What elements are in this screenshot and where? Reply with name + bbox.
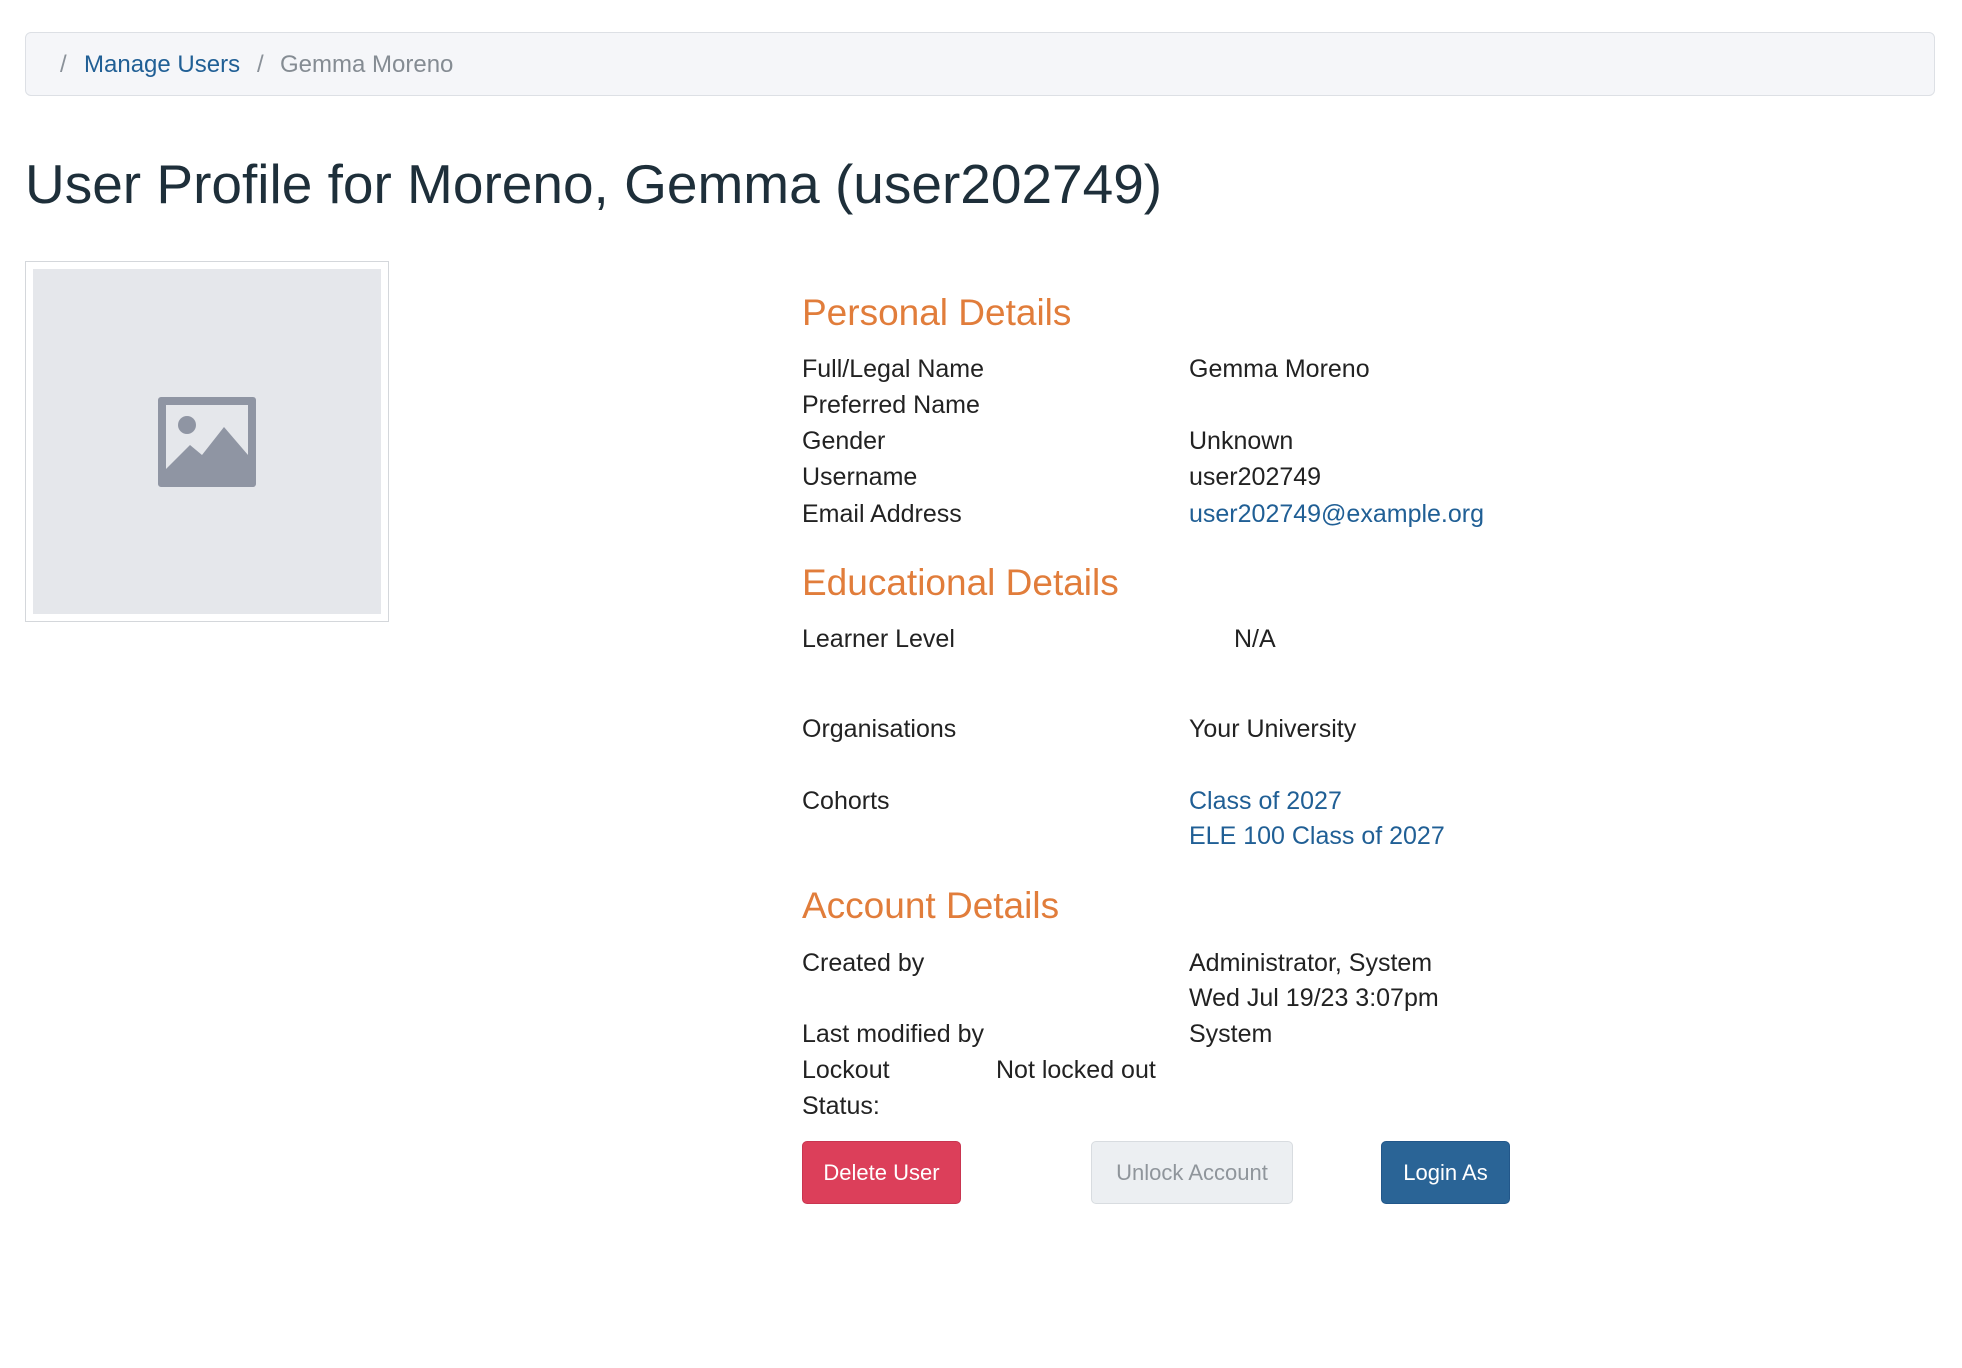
breadcrumb: / Manage Users / Gemma Moreno: [25, 32, 1935, 96]
lockout-status-label: Lockout: [802, 1056, 890, 1084]
modified-by-label: Last modified by: [802, 1020, 985, 1048]
account-details-heading: Account Details: [802, 885, 1060, 926]
organisation-value: Your University: [1189, 715, 1357, 743]
email-label: Email Address: [802, 500, 962, 528]
lockout-status-value: Not locked out: [996, 1056, 1156, 1084]
login-as-button[interactable]: Login As: [1381, 1141, 1510, 1204]
username-value: user202749: [1189, 463, 1322, 491]
breadcrumb-separator: /: [257, 51, 264, 78]
breadcrumb-current: Gemma Moreno: [280, 51, 454, 78]
page-title: User Profile for Moreno, Gemma (user2027…: [25, 153, 1163, 215]
created-by-value: Administrator, System: [1189, 949, 1433, 977]
organisations-label: Organisations: [802, 715, 957, 743]
username-label: Username: [802, 463, 918, 491]
cohort-link[interactable]: ELE 100 Class of 2027: [1189, 822, 1445, 850]
created-at-value: Wed Jul 19/23 3:07pm: [1189, 984, 1439, 1012]
image-placeholder-icon: [158, 397, 256, 487]
avatar: [25, 261, 389, 622]
avatar-placeholder: [33, 269, 381, 614]
full-name-label: Full/Legal Name: [802, 355, 985, 383]
delete-user-button[interactable]: Delete User: [802, 1141, 961, 1204]
educational-details-heading: Educational Details: [802, 562, 1119, 603]
full-name-value: Gemma Moreno: [1189, 355, 1370, 383]
learner-level-label: Learner Level: [802, 625, 955, 653]
learner-level-value: N/A: [1234, 625, 1276, 653]
preferred-name-label: Preferred Name: [802, 391, 980, 419]
cohorts-label: Cohorts: [802, 787, 890, 815]
modified-by-value: System: [1189, 1020, 1273, 1048]
unlock-account-button[interactable]: Unlock Account: [1091, 1141, 1293, 1204]
breadcrumb-separator: /: [60, 51, 67, 78]
email-link[interactable]: user202749@example.org: [1189, 500, 1485, 528]
gender-label: Gender: [802, 427, 886, 455]
cohort-link[interactable]: Class of 2027: [1189, 787, 1342, 815]
breadcrumb-manage-users[interactable]: Manage Users: [84, 51, 241, 78]
personal-details-heading: Personal Details: [802, 292, 1072, 333]
gender-value: Unknown: [1189, 427, 1294, 455]
lockout-status-label-2: Status:: [802, 1092, 880, 1120]
created-by-label: Created by: [802, 949, 925, 977]
